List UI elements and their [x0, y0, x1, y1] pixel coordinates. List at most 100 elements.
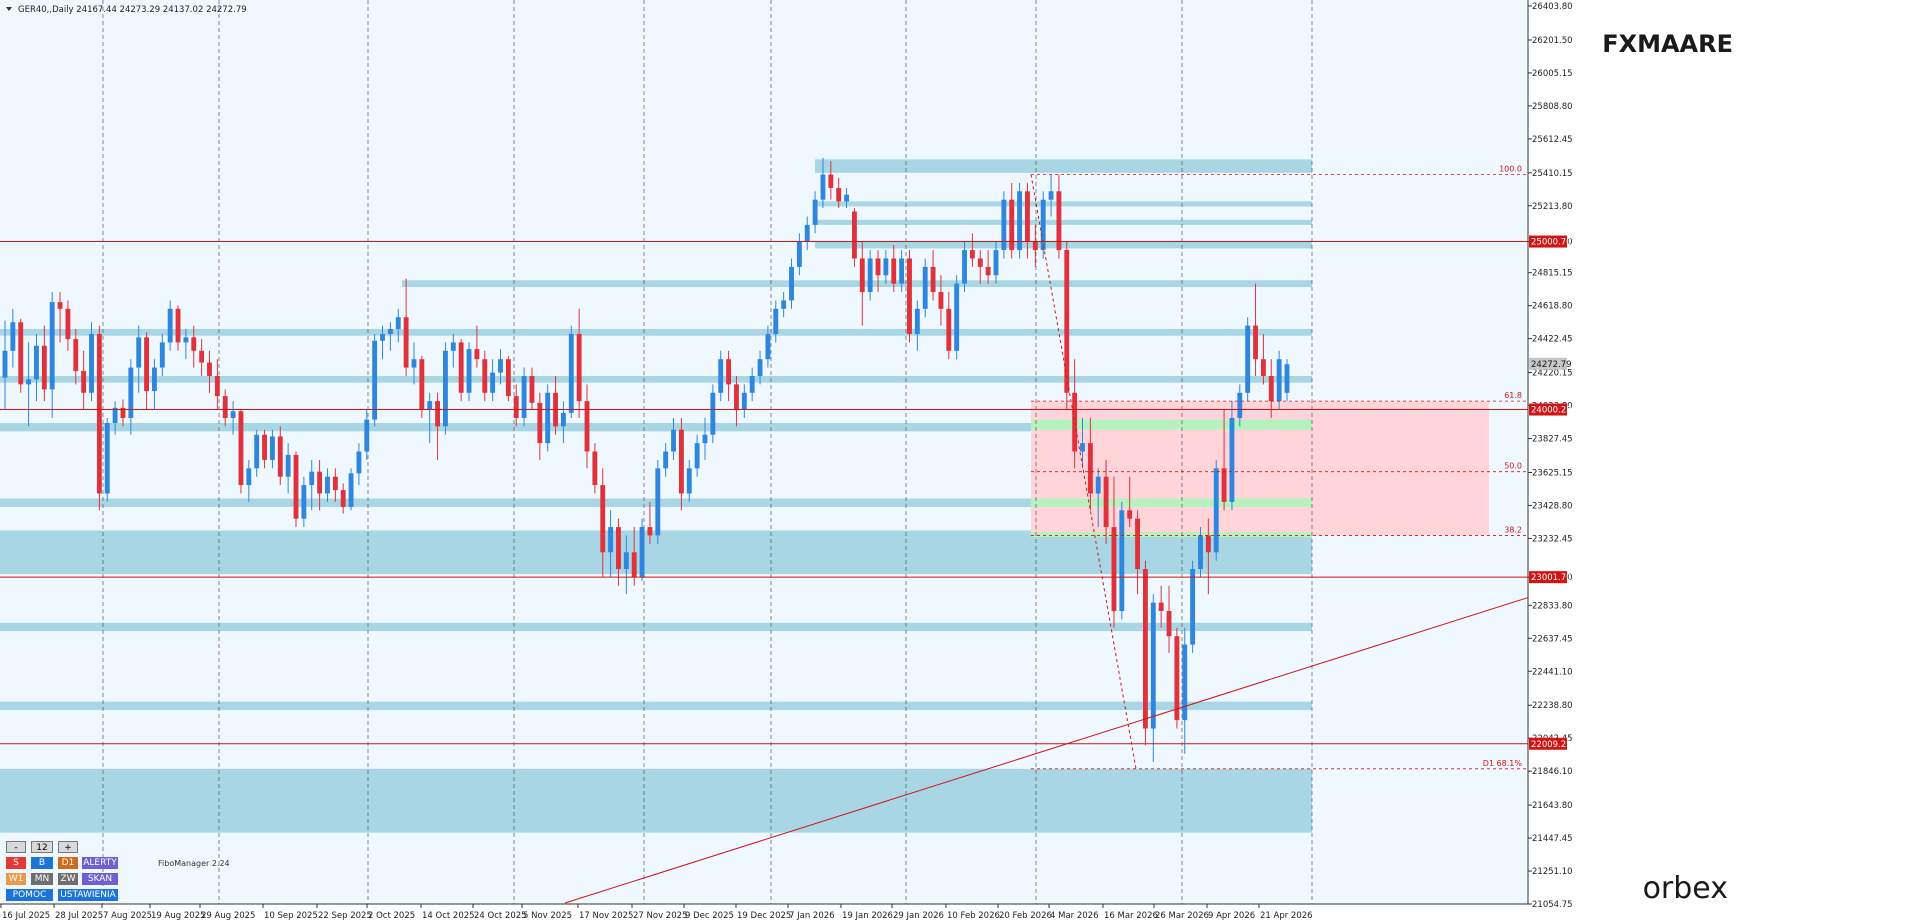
candle-body — [1190, 569, 1196, 645]
candle-body — [183, 337, 189, 343]
pomoc-button[interactable]: POMOC — [6, 889, 53, 901]
candle — [1158, 585, 1164, 628]
candle — [57, 292, 63, 343]
buy-button[interactable]: B — [31, 857, 53, 869]
sell-button[interactable]: S — [6, 857, 26, 869]
candle-body — [899, 258, 905, 284]
price-tick-label: 26005.15 — [1532, 69, 1573, 79]
time-tick-label: 7 Aug 2025 — [103, 911, 152, 921]
candle-body — [269, 436, 275, 460]
candle-body — [332, 476, 338, 491]
trendline — [564, 597, 1529, 904]
timeframe-mn-button[interactable]: MN — [31, 873, 53, 885]
candle-body — [1048, 191, 1054, 200]
candle-body — [1284, 364, 1290, 393]
ustawienia-button[interactable]: USTAWIENIA — [58, 889, 118, 901]
candle-body — [57, 302, 63, 309]
candle — [372, 334, 378, 427]
time-tick-label: 17 Nov 2025 — [579, 911, 633, 921]
candle — [309, 459, 315, 511]
candle-body — [529, 375, 535, 403]
candle — [1135, 510, 1141, 595]
candle-body — [1237, 392, 1243, 418]
candle — [1205, 518, 1211, 595]
candle — [1245, 317, 1251, 402]
skan-button[interactable]: SKAN — [82, 873, 118, 885]
candle-body — [364, 419, 370, 452]
candle — [946, 292, 952, 360]
candle — [985, 250, 991, 284]
candle — [1150, 594, 1156, 763]
candle — [222, 389, 228, 427]
zoom-plus-button[interactable]: + — [58, 841, 78, 853]
fxmaare-logo: FXMAARE — [1602, 30, 1733, 58]
candle — [828, 161, 834, 200]
candle — [922, 258, 928, 318]
candle — [175, 305, 181, 351]
candle-body — [466, 349, 472, 393]
candle-body — [663, 451, 669, 469]
candle-body — [781, 300, 787, 309]
price-tick-label: 25410.15 — [1532, 169, 1573, 179]
price-label-box — [1529, 403, 1567, 416]
time-tick-label: 10 Sep 2025 — [264, 911, 318, 921]
candle-body — [207, 362, 212, 376]
fibo-manager-label: FiboManager 2.24 — [158, 859, 230, 868]
fibo-level-label: 100.0 — [1499, 165, 1522, 174]
symbol-menu-icon[interactable] — [6, 7, 12, 11]
candle — [380, 325, 385, 360]
candle-body — [1205, 535, 1211, 553]
price-tick-label: 25213.80 — [1532, 202, 1573, 212]
zw-button[interactable]: ZW — [58, 873, 78, 885]
price-label-box — [1529, 357, 1567, 370]
time-tick-label: 21 Apr 2026 — [1260, 911, 1313, 921]
candle — [505, 355, 511, 402]
candle — [1276, 350, 1282, 410]
candle-body — [191, 337, 197, 351]
candle — [741, 384, 747, 418]
candle-body — [616, 527, 621, 570]
blue-zone — [815, 241, 1312, 249]
candle-body — [427, 401, 433, 410]
candle — [151, 359, 157, 410]
candle — [891, 245, 897, 293]
time-tick-label: 2 Oct 2025 — [368, 911, 415, 921]
zoom-value: 12 — [31, 841, 53, 853]
candle-body — [828, 174, 834, 188]
candle-body — [1142, 569, 1148, 729]
candle — [81, 350, 87, 410]
candle-body — [89, 334, 94, 393]
candle — [1174, 627, 1180, 729]
candle-body — [246, 468, 252, 486]
timeframe-d1-button[interactable]: D1 — [58, 857, 78, 869]
candle-body — [120, 407, 126, 418]
alerty-button[interactable]: ALERTY — [82, 857, 118, 869]
candle — [930, 250, 936, 301]
time-tick-label: 19 Dec 2025 — [737, 911, 791, 921]
candle-body — [411, 359, 417, 368]
candle-body — [726, 359, 732, 385]
price-tick-label: 24618.80 — [1532, 302, 1573, 312]
candle-body — [144, 337, 150, 392]
candle-body — [222, 396, 228, 418]
candle-body — [1095, 476, 1101, 494]
candle-body — [734, 384, 739, 410]
candle-body — [1056, 191, 1062, 251]
candle — [395, 308, 401, 343]
candle-body — [883, 258, 889, 276]
zoom-minus-button[interactable]: - — [6, 841, 26, 853]
candle-body — [435, 401, 441, 427]
overlays: 100.0 61.8 50.0 38.2 D1 68.1% — [0, 165, 1529, 904]
candle — [1048, 174, 1054, 217]
candle-body — [175, 308, 181, 343]
candle-body — [1158, 602, 1164, 612]
candle-body — [1174, 636, 1180, 721]
candle — [718, 350, 724, 402]
candle-body — [340, 490, 346, 507]
candle — [411, 342, 417, 385]
candle-body — [403, 317, 409, 368]
blue-zone — [0, 622, 1312, 632]
timeframe-w1-button[interactable]: W1 — [6, 873, 26, 885]
candle — [969, 233, 975, 267]
